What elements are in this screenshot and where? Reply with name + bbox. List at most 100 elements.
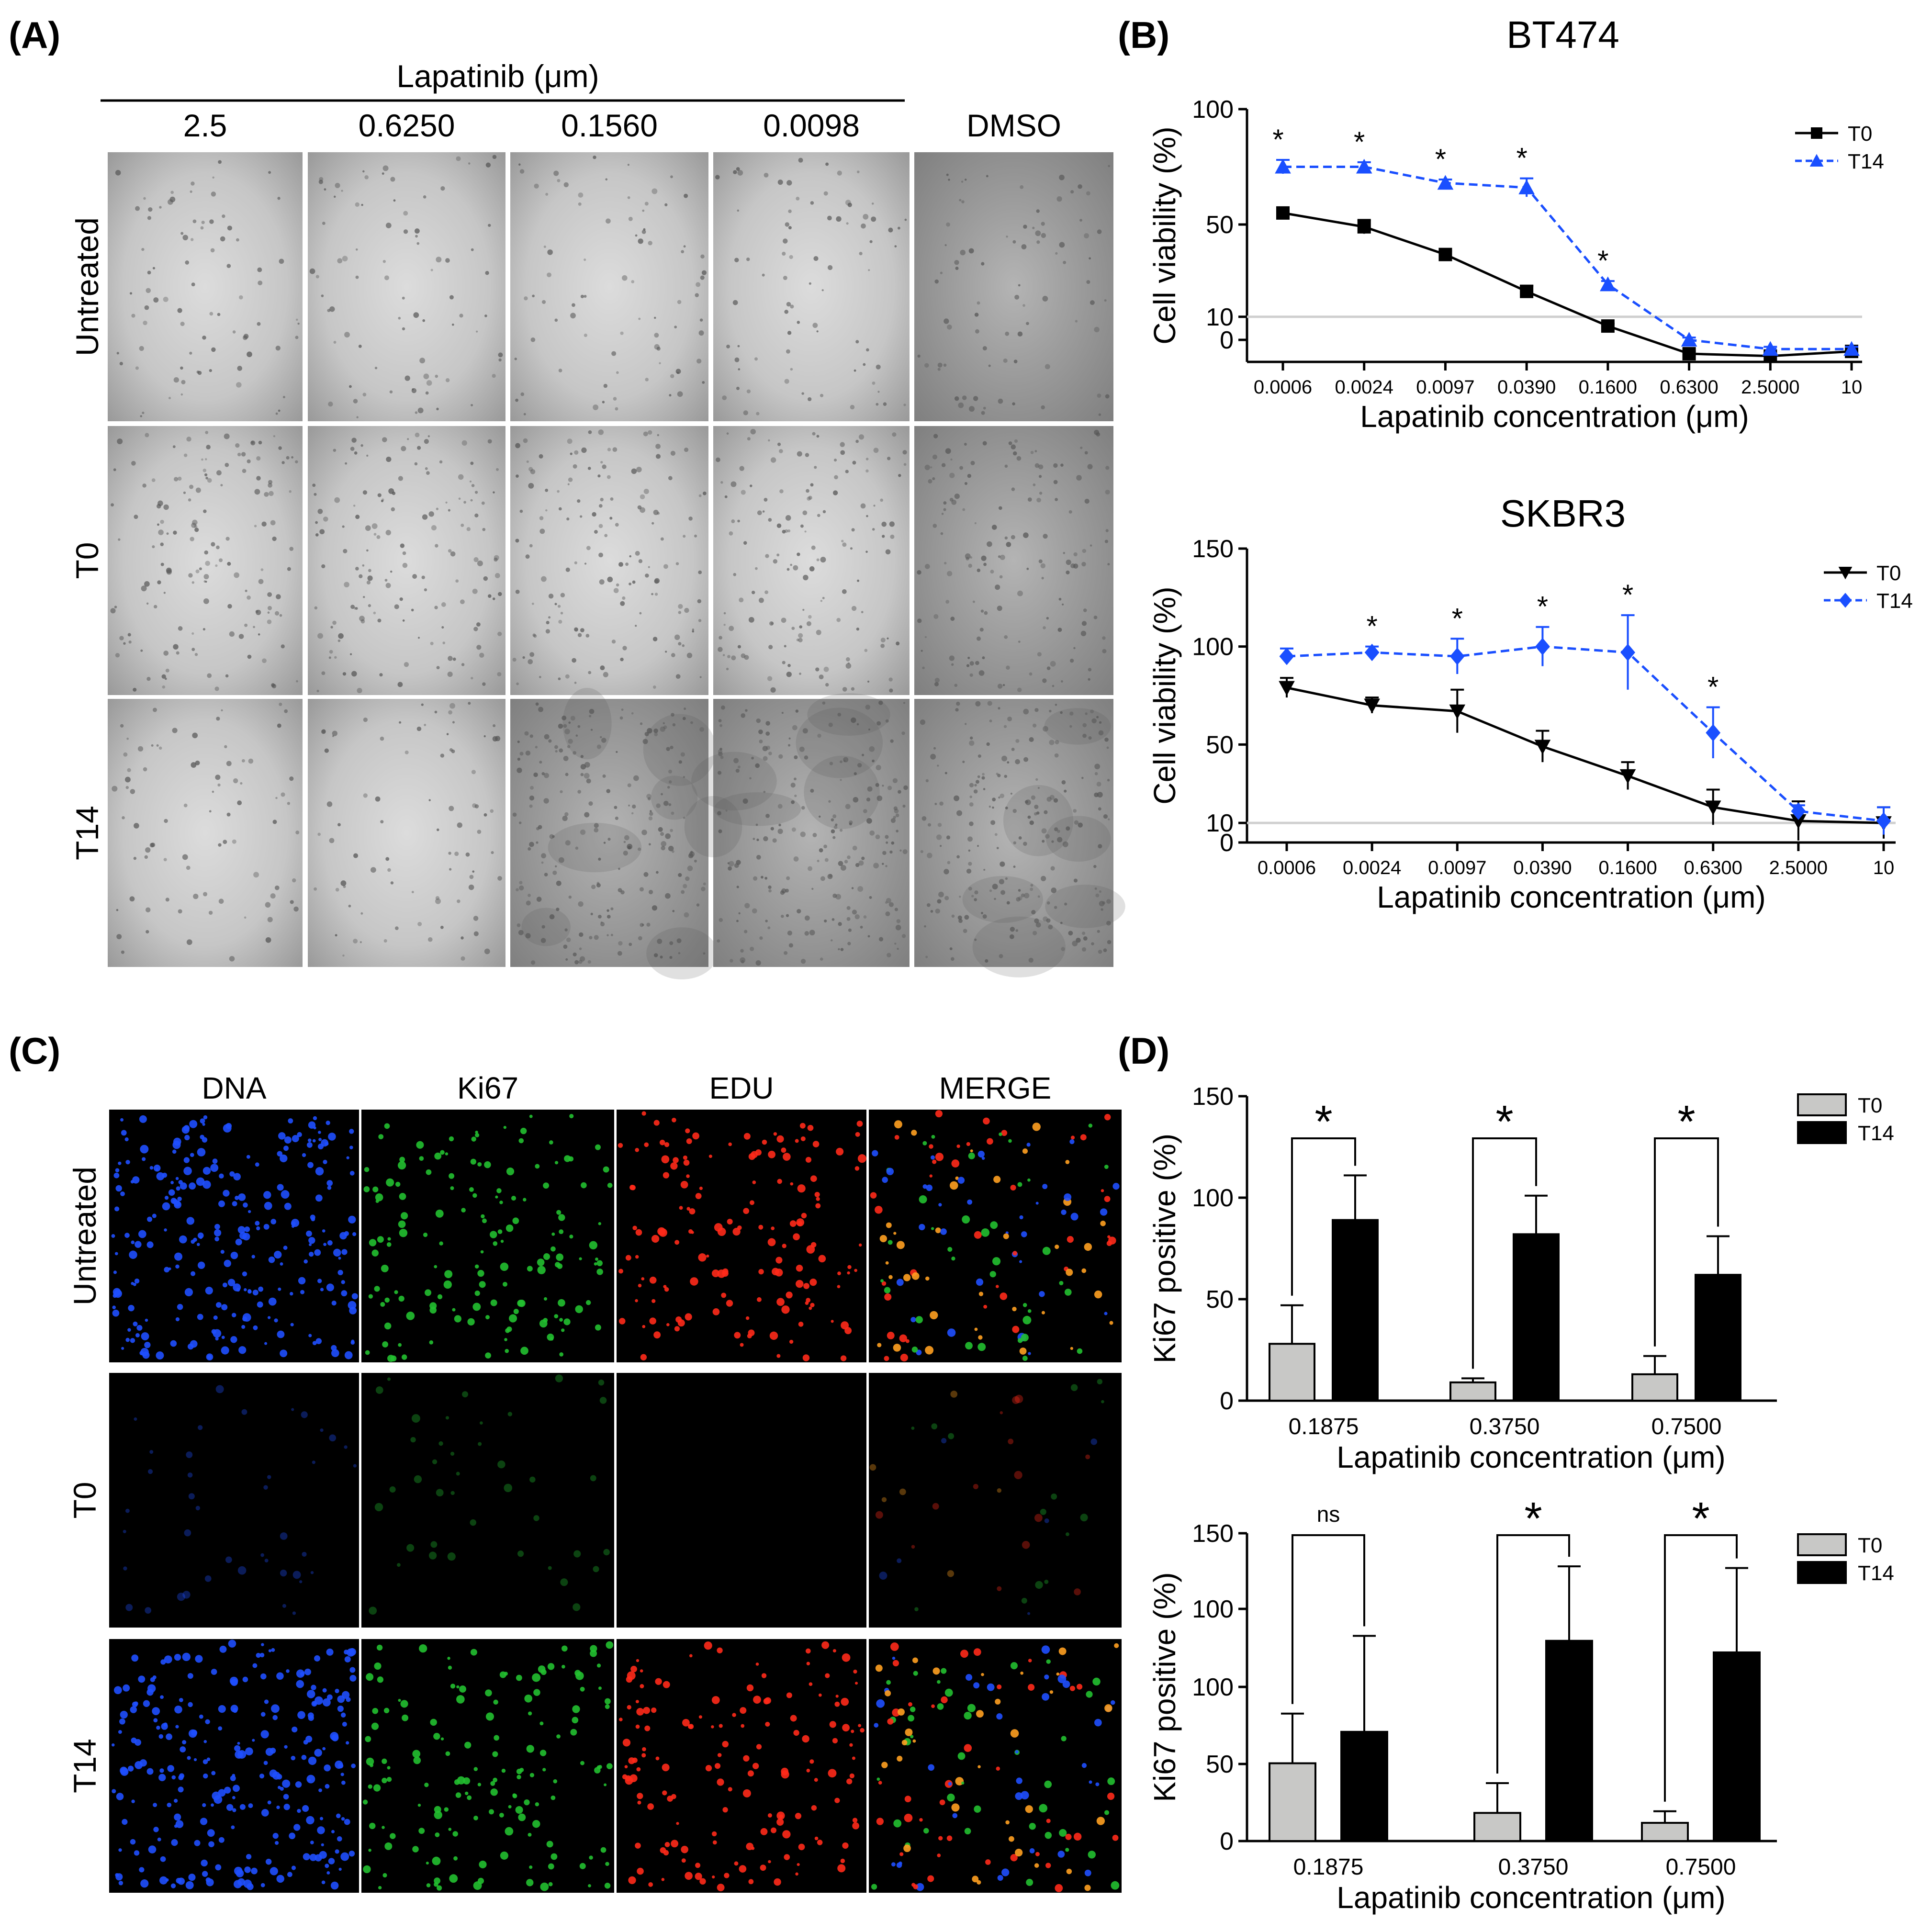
nucleus <box>771 1226 775 1230</box>
nucleus <box>213 1329 222 1338</box>
significance-star: * <box>1622 579 1633 611</box>
nucleus <box>699 1186 703 1191</box>
cell-particle <box>857 763 862 768</box>
cell-particle <box>654 344 660 350</box>
cell-particle <box>820 393 824 397</box>
cell-particle <box>291 456 293 459</box>
cell-particle <box>515 589 520 594</box>
nucleus <box>337 1695 345 1703</box>
nucleus <box>704 1641 712 1650</box>
cell-particle <box>819 848 823 853</box>
cell-particle <box>1059 174 1065 180</box>
nucleus <box>260 1883 265 1887</box>
nucleus <box>369 1822 376 1830</box>
cell-particle <box>607 934 609 936</box>
cell-particle <box>663 564 668 569</box>
cell-particle <box>131 461 136 466</box>
nucleus <box>267 1475 271 1479</box>
cell-particle <box>191 581 195 584</box>
cell-particle <box>1099 721 1102 724</box>
cell-particle <box>473 931 479 936</box>
nucleus <box>500 1851 508 1860</box>
significance-marker: * <box>1677 1096 1695 1147</box>
column-label-ki67: Ki67 <box>457 1071 518 1105</box>
cell-particle <box>727 862 730 865</box>
nucleus <box>755 1662 759 1666</box>
nucleus <box>125 1508 130 1513</box>
nucleus <box>556 1253 564 1261</box>
nucleus <box>183 1167 192 1175</box>
nucleus <box>140 1145 149 1154</box>
nucleus <box>222 1282 227 1288</box>
nucleus <box>884 1293 892 1301</box>
nucleus <box>695 1863 701 1868</box>
nucleus <box>901 1740 908 1746</box>
nucleus <box>230 1705 238 1713</box>
nucleus <box>997 1875 1003 1881</box>
nucleus <box>649 1317 656 1325</box>
cell-particle <box>1039 492 1043 495</box>
y-tick-label: 50 <box>1206 1286 1234 1314</box>
cell-particle <box>650 810 652 812</box>
cell-particle <box>207 673 212 678</box>
cell-particle <box>697 599 702 604</box>
nucleus <box>635 1255 639 1259</box>
nucleus <box>323 1243 326 1246</box>
cell-particle <box>957 915 962 920</box>
cell-particle <box>194 525 198 528</box>
nucleus <box>430 1541 438 1548</box>
x-tick-label: 0.3750 <box>1470 1414 1540 1439</box>
nucleus <box>445 1152 449 1156</box>
cell-particle <box>139 346 144 351</box>
cell-particle <box>399 721 402 724</box>
cell-particle <box>383 939 387 943</box>
cell-colony <box>1045 884 1125 928</box>
cell-particle <box>123 752 128 757</box>
nucleus <box>776 1298 785 1306</box>
nucleus <box>548 1863 554 1870</box>
cell-particle <box>744 903 750 909</box>
nucleus <box>505 1348 509 1353</box>
y-axis-label: Cell viability (%) <box>1147 586 1182 804</box>
cell-particle <box>425 391 429 395</box>
cell-particle <box>186 939 192 945</box>
nucleus <box>308 1715 314 1721</box>
cell-particle <box>1032 226 1035 229</box>
nucleus <box>329 1434 337 1442</box>
nucleus <box>635 1299 638 1303</box>
nucleus <box>948 1782 952 1786</box>
nucleus <box>559 1229 564 1235</box>
nucleus <box>974 1327 978 1331</box>
cell-particle <box>752 591 755 595</box>
cell-colony <box>651 775 698 820</box>
cell-particle <box>568 477 573 482</box>
nucleus <box>515 1806 523 1814</box>
cell-particle <box>558 723 563 729</box>
cell-particle <box>428 511 434 517</box>
nucleus <box>818 1255 826 1263</box>
brightfield-image-untreated-dmso <box>914 152 1113 421</box>
cell-particle <box>152 267 156 270</box>
nucleus <box>362 1799 368 1805</box>
cell-particle <box>1108 818 1110 820</box>
nucleus <box>232 1808 236 1812</box>
cell-particle <box>227 225 233 231</box>
cell-particle <box>810 483 814 487</box>
nucleus <box>301 1411 308 1418</box>
cell-particle <box>1021 893 1025 898</box>
cell-particle <box>380 820 384 824</box>
cell-particle <box>1107 940 1112 944</box>
cell-particle <box>753 876 758 881</box>
cell-particle <box>449 703 455 709</box>
nucleus <box>290 1323 294 1326</box>
cell-particle <box>533 634 537 638</box>
cell-particle <box>127 633 131 637</box>
cell-particle <box>404 375 410 381</box>
cell-particle <box>1041 222 1045 226</box>
cell-particle <box>753 838 755 840</box>
nucleus <box>268 1297 277 1306</box>
nucleus <box>985 1859 991 1865</box>
cell-particle <box>625 562 629 566</box>
cell-particle <box>649 811 653 816</box>
cell-particle <box>654 316 656 319</box>
